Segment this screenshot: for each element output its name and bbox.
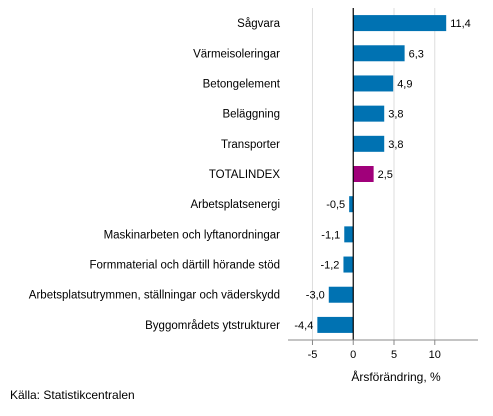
category-labels: Sågvara Värmeisoleringar Betongelement Belä… [29, 18, 281, 332]
x-tick-label: -5 [308, 349, 318, 361]
bar [353, 105, 385, 122]
value-label: -1,2 [320, 260, 339, 272]
bar [343, 256, 354, 273]
x-axis: -5 0 5 10 [288, 8, 478, 361]
bar [344, 226, 354, 243]
bar [353, 166, 374, 182]
x-tick-label: 0 [350, 349, 356, 361]
x-tick-label: 10 [429, 349, 441, 361]
value-label: 11,4 [450, 18, 471, 30]
category-label: Formmaterial och därtill hörande stöd [90, 260, 280, 272]
value-label: 2,5 [378, 169, 393, 181]
value-label: 3,8 [388, 109, 403, 121]
bar [353, 45, 405, 62]
value-label: 4,9 [397, 78, 412, 90]
value-label: -1,1 [321, 229, 340, 241]
category-label: Byggområdets ytstrukturer [145, 320, 280, 332]
value-label: -0,5 [326, 199, 345, 211]
bar [349, 196, 354, 213]
category-label: Värmeisoleringar [193, 48, 280, 60]
x-axis-title: Årsförändring, % [351, 369, 441, 384]
value-label: 6,3 [409, 48, 424, 60]
category-label: Sågvara [237, 18, 280, 30]
bar [353, 135, 385, 152]
category-label: Transporter [221, 139, 280, 151]
value-label: -4,4 [294, 320, 313, 332]
bar [328, 286, 354, 303]
bar [353, 75, 394, 92]
bar [353, 15, 447, 32]
category-label: Arbetsplatsutrymmen, ställningar och väd… [29, 290, 280, 302]
category-label: Betongelement [203, 78, 281, 90]
category-label: TOTALINDEX [209, 169, 280, 181]
value-labels: 11,4 6,3 4,9 3,8 3,8 2,5 -0,5 -1,1 -1,2 -3,0 -4,4 [294, 18, 470, 332]
category-label: Beläggning [222, 109, 280, 121]
value-label: -3,0 [306, 290, 325, 302]
category-label: Maskinarbeten och lyftanordningar [104, 229, 281, 241]
bar [317, 316, 354, 333]
grid-lines [311, 8, 436, 340]
source-note: Källa: Statistikcentralen [10, 388, 135, 402]
bars [317, 15, 447, 333]
x-tick-label: 5 [391, 349, 397, 361]
category-label: Arbetsplatsenergi [191, 199, 281, 211]
value-label: 3,8 [388, 139, 403, 151]
